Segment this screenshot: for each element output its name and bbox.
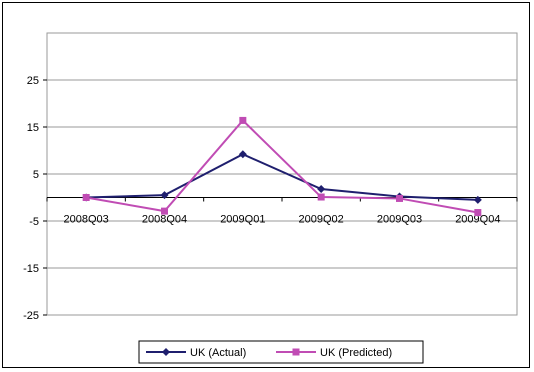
series-2-point [396,194,403,202]
x-axis-tick-labels: 2008Q03 2008Q04 2009Q01 2009Q02 2009Q03 2009Q… [46,197,518,226]
y-tick-label: -25 [23,310,39,322]
series-layer [82,116,482,217]
x-tick-label: 2008Q03 [64,214,109,226]
series-1-point [160,191,169,200]
legend-label: UK (Predicted) [320,347,392,359]
series-1-point [317,185,326,194]
legend-swatch-marker [162,348,170,356]
y-tick-label: 15 [27,122,39,134]
legend: UK (Actual) UK (Predicted) [138,340,424,364]
y-tick-label: 5 [33,169,39,181]
gridlines [43,79,517,316]
legend-label: UK (Actual) [190,347,246,359]
series-line-2 [85,118,479,214]
y-axis-tick-labels: 25 15 5 -5 -15 -25 [23,75,39,322]
x-tick-label: 2009Q01 [220,214,265,226]
series-1-point [238,150,247,159]
y-tick-label: 25 [27,75,39,87]
x-tick-label: 2008Q04 [142,214,187,226]
series-2-point [82,194,90,201]
series-2-point [474,209,482,217]
x-tick-label: 2009Q03 [377,214,422,226]
y-tick-label: -15 [23,263,39,275]
y-tick-label: -5 [29,216,39,228]
series-1-point [473,195,482,204]
series-2-point [239,116,247,124]
x-tick-label: 2009Q02 [299,214,344,226]
legend-swatch-marker [292,348,300,356]
series-line-1 [86,153,478,201]
x-tick-label: 2009Q04 [455,214,500,226]
series-2-point [161,207,168,215]
series-2-point [317,193,325,201]
